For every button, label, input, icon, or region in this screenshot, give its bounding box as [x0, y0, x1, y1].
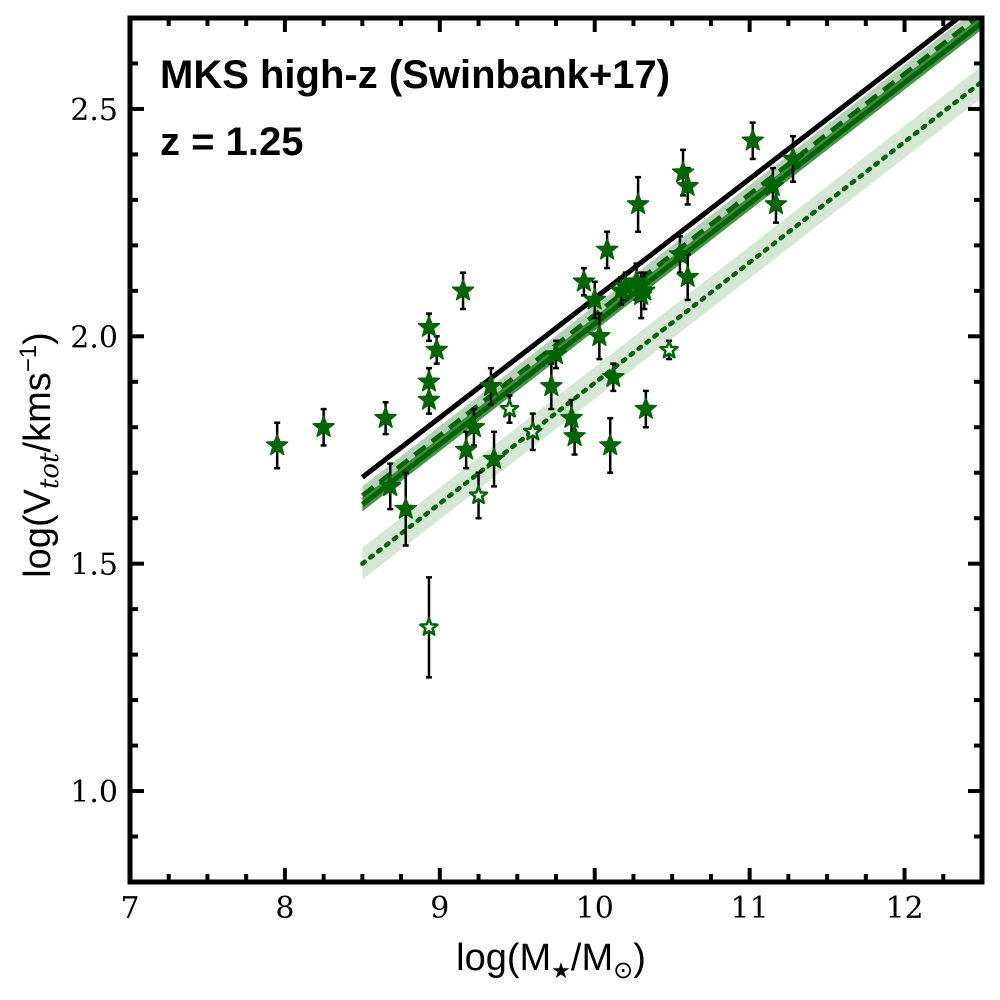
data-point-open-star — [659, 339, 679, 359]
y-axis-label: log(Vtot/kms−1) — [15, 332, 65, 578]
data-point-star — [634, 397, 658, 419]
y-tick-label: 2.5 — [70, 93, 118, 128]
tick-labels: 7 8 9 10 11 12 1.0 1.5 2.0 2.5 — [70, 93, 923, 926]
x-tick-label: 11 — [731, 891, 769, 926]
data-point-open-star — [468, 485, 489, 505]
data-point-star — [588, 324, 611, 346]
x-tick-label: 10 — [576, 891, 614, 926]
data-point-star — [417, 315, 441, 337]
data-point-open-star — [419, 617, 439, 636]
data-point-star — [626, 192, 650, 215]
data-point-star — [595, 238, 619, 260]
line-solid — [360, 18, 963, 480]
data-point-star — [265, 433, 289, 456]
x-axis-label: log(M★/M⊙) — [456, 937, 646, 984]
data-point-star — [454, 438, 478, 460]
data-point-star — [374, 406, 397, 428]
data-point-star — [633, 279, 656, 301]
data-point-star — [676, 265, 699, 287]
data-point-star — [417, 370, 441, 392]
data-point-star — [625, 269, 648, 292]
data-point-star — [563, 424, 586, 447]
y-tick-label: 1.0 — [70, 775, 118, 810]
data-point-star — [676, 174, 699, 196]
data-point-star — [425, 338, 448, 360]
plot-frame — [127, 15, 985, 885]
y-tick-label: 2.0 — [70, 320, 118, 355]
data-point-star — [761, 174, 785, 196]
data-point-star — [394, 497, 417, 519]
chart-subtitle: z = 1.25 — [160, 120, 303, 164]
chart-title: MKS high-z (Swinbank+17) — [160, 53, 670, 97]
data-point-star — [668, 242, 692, 265]
data-point-star — [599, 433, 622, 456]
data-point-star — [479, 374, 503, 396]
data-point-star — [671, 160, 695, 183]
data-point-star — [379, 474, 402, 497]
data-point-star — [544, 342, 568, 365]
data-point-star — [602, 365, 625, 387]
x-tick-label: 12 — [885, 891, 923, 926]
x-tick-label: 9 — [430, 891, 449, 926]
data-point-star — [572, 269, 596, 292]
x-tick-label: 7 — [120, 891, 139, 926]
data-points — [265, 129, 805, 636]
y-tick-label: 1.5 — [70, 548, 118, 583]
data-point-star — [583, 288, 606, 310]
data-point-star — [482, 447, 506, 469]
data-point-star — [781, 147, 805, 169]
data-point-star — [451, 279, 475, 301]
data-point-star — [764, 192, 788, 215]
data-point-star — [741, 129, 764, 151]
data-point-star — [417, 388, 441, 410]
data-point-star — [462, 415, 486, 437]
data-point-open-star — [499, 398, 520, 418]
data-point-star — [560, 406, 583, 428]
x-tick-label: 8 — [275, 891, 294, 926]
data-point-star — [540, 374, 563, 396]
line-dotted — [360, 79, 982, 566]
data-point-star — [312, 415, 335, 437]
data-point-open-star — [522, 421, 543, 441]
